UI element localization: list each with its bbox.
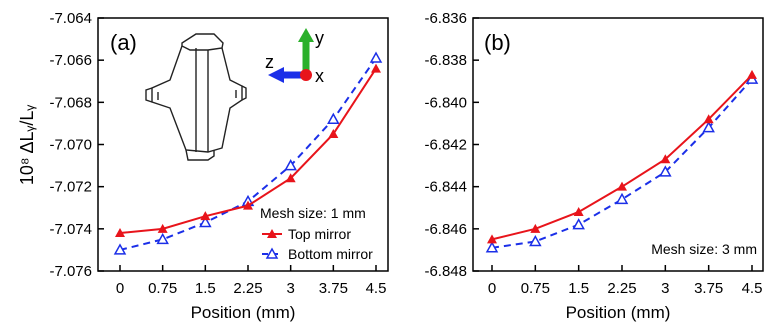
series-line-bottom-mirror (119, 57, 377, 251)
y-tick-label: -6.848 (424, 263, 467, 280)
data-point (113, 243, 127, 255)
panel-b-label: (b) (484, 30, 511, 55)
y-tick-label: -7.072 (49, 179, 92, 196)
panel-a-x-axis-label: Position (mm) (191, 303, 296, 322)
y-tick-label: -6.842 (424, 137, 467, 154)
x-tick-label: 0 (116, 280, 124, 297)
legend-bottom-label: Bottom mirror (288, 246, 373, 262)
legend-top-label: Top mirror (288, 226, 351, 242)
data-point (157, 223, 168, 233)
y-axis-label: 10⁸ ΔLᵧ/Lᵧ (17, 105, 37, 185)
y-tick-label: -6.846 (424, 221, 467, 238)
series-line-bottom-mirror (491, 78, 753, 249)
panel-a-series (113, 51, 383, 255)
y-tick-label: -6.840 (424, 94, 467, 111)
panel-b-xticks: 0 0.75 1.5 2.25 3 3.75 4.5 (488, 265, 763, 297)
x-tick-label: 0.75 (521, 280, 550, 297)
series-line-top-mirror (491, 74, 753, 241)
data-point (327, 112, 340, 124)
data-point (200, 211, 211, 221)
y-tick-label: -6.836 (424, 10, 467, 27)
inset-x-label: x (315, 66, 324, 86)
y-tick-label: -7.066 (49, 52, 92, 69)
data-point (659, 165, 672, 177)
data-point (573, 206, 584, 216)
y-tick-label: -7.074 (49, 221, 92, 238)
x-tick-label: 1.5 (568, 280, 589, 297)
data-point (617, 181, 627, 191)
y-tick-label: -7.070 (49, 137, 92, 154)
panel-a-yticks: -7.064 -7.066 -7.068 -7.070 -7.072 -7.074 -7.0… (49, 10, 104, 280)
x-tick-label: 4.5 (742, 280, 763, 297)
legend-bottom-marker (265, 247, 279, 259)
data-point (284, 159, 297, 171)
data-point (285, 173, 296, 183)
inset-axis-triad: y z x (265, 28, 324, 86)
x-tick-label: 3 (286, 280, 294, 297)
data-point (702, 121, 715, 133)
x-tick-label: 1.5 (195, 280, 216, 297)
data-point (243, 200, 253, 210)
y-tick-label: -7.076 (49, 263, 92, 280)
x-tick-label: 0 (488, 280, 496, 297)
inset-y-arrowhead (298, 28, 314, 42)
inset-x-dot (300, 69, 312, 81)
data-point (328, 128, 339, 138)
mirror-inset-drawing (145, 33, 247, 161)
y-tick-label: -7.068 (49, 94, 92, 111)
panel-b-x-axis-label: Position (mm) (566, 303, 671, 322)
panel-b-annotation: Mesh size: 3 mm (651, 241, 757, 257)
data-point (115, 228, 125, 238)
y-tick-label: -7.064 (49, 10, 92, 27)
panel-b: (b) -6.836 -6.838 -6.840 -6.842 -6.844 -6.846… (424, 10, 764, 322)
inset-z-label: z (265, 52, 274, 72)
panel-b-yticks: -6.836 -6.838 -6.840 -6.842 -6.844 -6.846 -6.8… (424, 10, 479, 280)
x-tick-label: 3.75 (319, 280, 348, 297)
y-tick-label: -6.838 (424, 52, 467, 69)
data-point (660, 154, 671, 164)
data-point (369, 51, 383, 63)
x-tick-label: 0.75 (148, 280, 177, 297)
data-point (703, 114, 714, 124)
x-tick-label: 2.25 (607, 280, 636, 297)
data-point (487, 234, 497, 244)
panel-a-annotation: Mesh size: 1 mm (260, 205, 366, 221)
inset-y-label: y (315, 28, 324, 48)
data-point (156, 232, 169, 245)
data-point (530, 223, 541, 233)
data-point (747, 69, 757, 79)
data-point (199, 215, 212, 228)
inset-z-arrowhead (268, 67, 284, 83)
x-tick-label: 3 (661, 280, 669, 297)
panel-a-legend: Top mirror Bottom mirror (262, 226, 373, 262)
y-tick-label: -6.844 (424, 179, 467, 196)
x-tick-label: 2.25 (233, 280, 262, 297)
data-point (529, 234, 542, 247)
panel-a-xticks: 0 0.75 1.5 2.25 3 3.75 4.5 (116, 265, 387, 297)
data-point (572, 218, 585, 230)
data-point (615, 192, 629, 205)
panel-a-label: (a) (110, 30, 137, 55)
panel-b-series (485, 69, 759, 253)
x-tick-label: 3.75 (694, 280, 723, 297)
panel-a: (a) -7.064 -7.066 -7.068 -7.070 -7.072 -7.074… (49, 10, 389, 322)
x-tick-label: 4.5 (366, 280, 387, 297)
data-point (485, 241, 499, 253)
legend-top-marker (267, 229, 277, 238)
data-point (371, 63, 381, 73)
